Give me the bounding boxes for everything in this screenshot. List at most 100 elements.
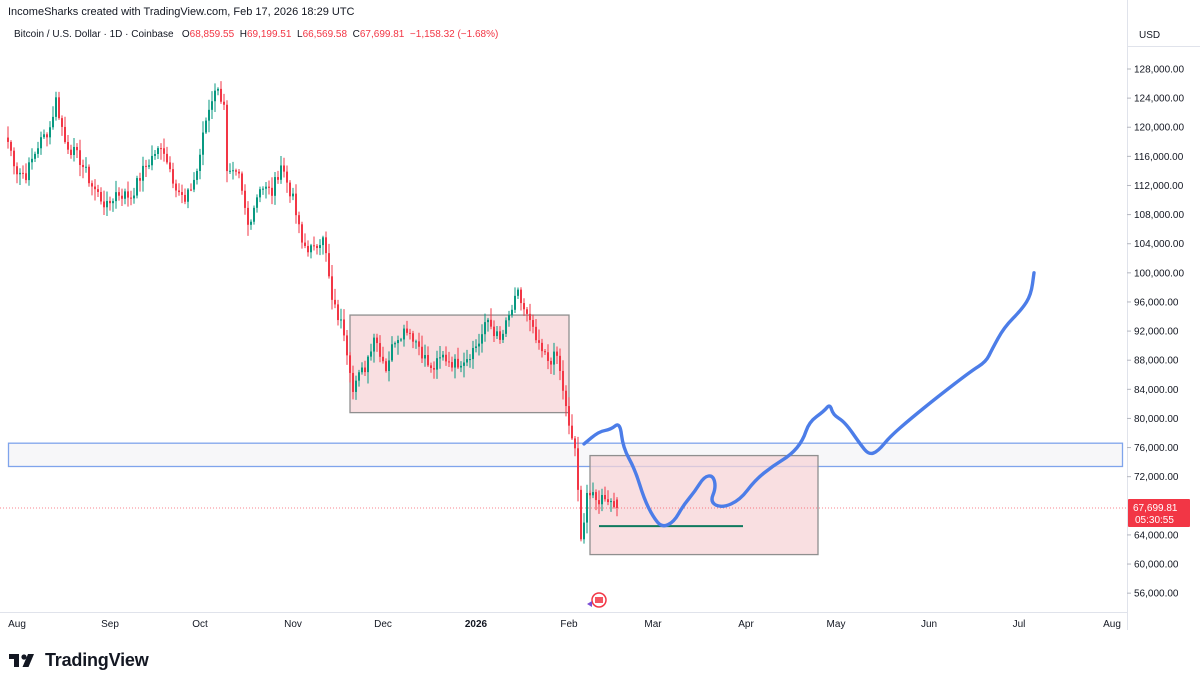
candle-body (259, 189, 261, 198)
candle-body (442, 354, 444, 358)
candle-body (568, 406, 570, 426)
price-tick-label: 64,000.00 (1134, 530, 1179, 541)
candle-body (166, 153, 168, 163)
candle-body (556, 351, 558, 356)
price-tick-label: 76,000.00 (1134, 443, 1179, 454)
candle-body (613, 501, 615, 508)
candle-body (91, 183, 93, 187)
close-value: 67,699.81 (359, 29, 405, 40)
candle-body (340, 319, 342, 321)
candle-body (517, 289, 519, 296)
candle-body (235, 170, 237, 172)
candle-body (130, 197, 132, 199)
candle-body (124, 191, 126, 199)
candle-body (280, 165, 282, 180)
candle-body (115, 192, 117, 202)
candle-body (154, 154, 156, 156)
candle-body (169, 162, 171, 170)
candle-body (109, 200, 111, 204)
candle-body (436, 358, 438, 370)
candle-body (325, 237, 327, 254)
candle-body (574, 438, 576, 449)
time-tick-label: Nov (284, 619, 302, 630)
candle-body (34, 153, 36, 159)
open-label: O (181, 29, 190, 40)
price-tick-label: 116,000.00 (1134, 152, 1184, 163)
time-tick-label: 2026 (465, 619, 488, 630)
candle-body (352, 372, 354, 392)
candle-body (346, 335, 348, 356)
candle-body (52, 116, 54, 128)
candle-body (424, 355, 426, 359)
bar-countdown: 05:30:55 (1135, 515, 1174, 526)
price-tick-label: 80,000.00 (1134, 414, 1179, 425)
candle-body (298, 215, 300, 225)
candle-body (571, 425, 573, 439)
candle-body (208, 109, 210, 121)
candle-body (274, 177, 276, 196)
candle-body (271, 187, 273, 196)
candle-body (205, 120, 207, 133)
candle-body (601, 494, 603, 505)
candle-body (199, 154, 201, 171)
candle-body (157, 148, 159, 155)
currency-label[interactable]: USD (1139, 30, 1161, 41)
symbol-ohlc-legend: Bitcoin / U.S. Dollar · 1D · Coinbase O 6… (14, 29, 498, 40)
time-tick-label: Jul (1013, 619, 1026, 630)
candle-body (421, 346, 423, 359)
price-tick-label: 56,000.00 (1134, 589, 1179, 600)
candle-body (445, 354, 447, 362)
candle-body (286, 171, 288, 183)
candle-body (511, 309, 513, 316)
time-tick-label: Dec (374, 619, 392, 630)
candle-body (19, 172, 21, 175)
candle-body (385, 361, 387, 372)
time-tick-label: Mar (644, 619, 662, 630)
candle-body (160, 148, 162, 150)
symbol-name[interactable]: Bitcoin / U.S. Dollar · 1D · Coinbase (14, 29, 174, 40)
candle-body (454, 358, 456, 368)
candle-body (583, 522, 585, 540)
candle-body (94, 186, 96, 190)
candle-body (187, 189, 189, 202)
candle-body (64, 126, 66, 142)
candle-body (475, 346, 477, 348)
candle-body (460, 365, 462, 368)
candle-body (391, 344, 393, 361)
candle-body (139, 178, 141, 181)
candle-body (376, 337, 378, 344)
candle-body (85, 166, 87, 168)
candle-body (526, 309, 528, 314)
candle-body (178, 190, 180, 193)
candle-body (604, 494, 606, 500)
candle-body (367, 356, 369, 373)
event-arrow-icon (587, 601, 592, 607)
candle-body (76, 146, 78, 151)
price-tick-label: 124,000.00 (1134, 94, 1184, 105)
candle-body (277, 177, 279, 180)
candle-body (451, 362, 453, 368)
candle-body (283, 165, 285, 172)
candle-body (250, 221, 252, 225)
candle-body (412, 333, 414, 342)
candle-body (202, 132, 204, 155)
candle-body (241, 173, 243, 191)
candle-body (316, 245, 318, 249)
candle-body (577, 448, 579, 490)
candle-body (190, 189, 192, 191)
candle-body (592, 492, 594, 496)
time-tick-label: Apr (738, 619, 754, 630)
candle-body (490, 319, 492, 327)
candle-body (400, 339, 402, 341)
candle-body (481, 334, 483, 344)
candle-body (484, 322, 486, 335)
candle-body (514, 295, 516, 310)
last-price-value: 67,699.81 (1133, 503, 1178, 514)
tradingview-logo[interactable]: TradingView (9, 648, 149, 672)
candle-body (610, 501, 612, 503)
candle-body (55, 97, 57, 117)
candle-body (499, 331, 501, 340)
candle-body (61, 118, 63, 127)
candle-body (616, 499, 618, 508)
